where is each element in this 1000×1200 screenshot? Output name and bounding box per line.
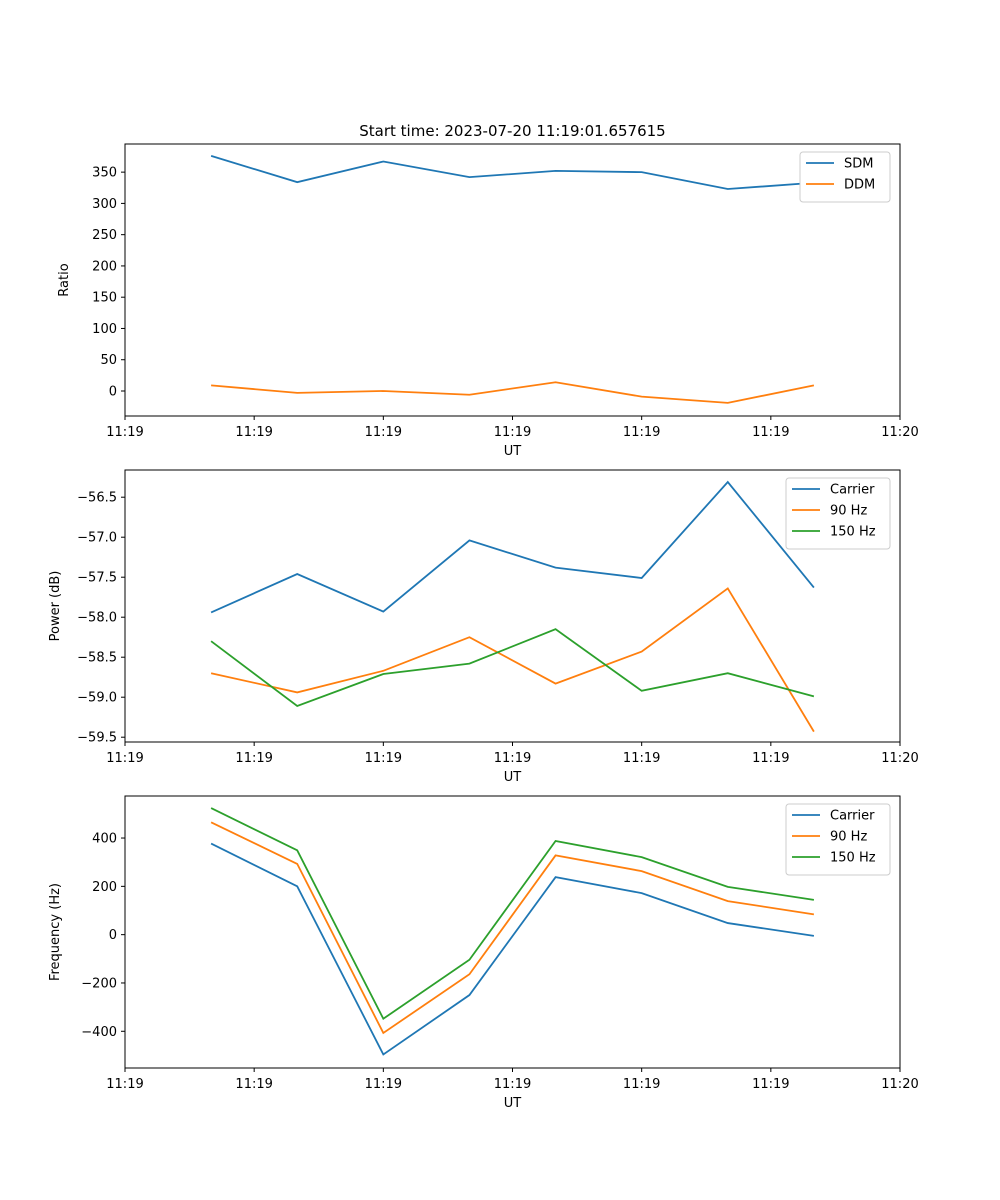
y-tick-label: 50: [100, 353, 117, 368]
y-tick-label: −400: [81, 1025, 117, 1040]
series-line-150-hz: [210, 628, 815, 708]
x-tick-label: 11:19: [623, 1077, 660, 1092]
x-tick-label: 11:19: [106, 751, 143, 766]
series-line-90-hz: [210, 821, 815, 1035]
y-tick-label: −57.5: [77, 571, 117, 586]
y-tick-label: −200: [81, 976, 117, 991]
x-tick-label: 11:19: [752, 425, 789, 440]
series-line-ddm: [211, 381, 815, 404]
x-tick-label: 11:19: [235, 1077, 272, 1092]
x-tick-label: 11:19: [235, 425, 272, 440]
x-tick-label: 11:20: [881, 425, 918, 440]
y-tick-label: 200: [92, 259, 117, 274]
y-tick-label: −59.5: [77, 731, 117, 746]
y-tick-label: −58.0: [77, 611, 117, 626]
y-tick-label: 300: [92, 197, 117, 212]
x-tick-label: 11:20: [881, 751, 918, 766]
x-axis-label: UT: [504, 770, 522, 785]
chart-panel-1: 11:19 11:19 11:19 11:19 11:19 11:19 11:20 0 50 10…: [57, 143, 919, 459]
series-line-90-hz: [210, 587, 815, 733]
y-tick-label: −58.5: [77, 651, 117, 666]
legend-label: 90 Hz: [830, 504, 867, 519]
legend-label: 150 Hz: [830, 525, 876, 540]
legend: Carrier 90 Hz 150 Hz: [785, 803, 891, 876]
legend-label: 150 Hz: [830, 851, 876, 866]
legend: Carrier 90 Hz 150 Hz: [785, 477, 891, 550]
figure-title: Start time: 2023-07-20 11:19:01.657615: [359, 122, 665, 140]
legend-label: Carrier: [830, 483, 875, 498]
x-axis-label: UT: [504, 444, 522, 459]
y-tick-label: 400: [92, 832, 117, 847]
x-tick-label: 11:19: [752, 751, 789, 766]
x-tick-label: 11:19: [365, 1077, 402, 1092]
legend-label: DDM: [844, 178, 875, 193]
y-tick-label: 0: [109, 928, 117, 943]
x-tick-label: 11:19: [752, 1077, 789, 1092]
legend-box: [799, 151, 891, 203]
x-tick-label: 11:19: [623, 425, 660, 440]
x-tick-label: 11:19: [494, 1077, 531, 1092]
y-tick-label: −56.5: [77, 491, 117, 506]
legend-label: Carrier: [830, 809, 875, 824]
x-tick-label: 11:19: [494, 425, 531, 440]
series-line-150-hz: [210, 807, 815, 1021]
chart-panel-3: 11:19 11:19 11:19 11:19 11:19 11:19 11:20 −400 −…: [48, 795, 919, 1111]
y-tick-label: −57.0: [77, 531, 117, 546]
legend: SDM DDM: [799, 151, 891, 203]
series-line-carrier: [210, 842, 815, 1056]
series-line-carrier: [210, 480, 815, 614]
x-tick-label: 11:19: [235, 751, 272, 766]
y-tick-label: 0: [109, 384, 117, 399]
legend-label: 90 Hz: [830, 830, 867, 845]
series-line-sdm: [210, 155, 814, 190]
x-tick-label: 11:20: [881, 1077, 918, 1092]
x-tick-label: 11:19: [365, 425, 402, 440]
x-tick-label: 11:19: [494, 751, 531, 766]
y-axis-label: Ratio: [57, 263, 72, 296]
y-tick-label: 150: [92, 291, 117, 306]
charts-container: 11:19 11:19 11:19 11:19 11:19 11:19 11:20 0 50 10…: [48, 143, 919, 1111]
legend-label: SDM: [844, 157, 873, 172]
y-tick-label: 350: [92, 166, 117, 181]
y-tick-label: 250: [92, 228, 117, 243]
x-tick-label: 11:19: [106, 1077, 143, 1092]
chart-panel-2: 11:19 11:19 11:19 11:19 11:19 11:19 11:20 −59.5…: [48, 469, 919, 785]
x-tick-label: 11:19: [106, 425, 143, 440]
x-tick-label: 11:19: [365, 751, 402, 766]
y-axis-label: Power (dB): [48, 571, 63, 642]
y-tick-label: −59.0: [77, 691, 117, 706]
y-tick-label: 100: [92, 322, 117, 337]
x-axis-label: UT: [504, 1096, 522, 1111]
y-tick-label: 200: [92, 880, 117, 895]
x-tick-label: 11:19: [623, 751, 660, 766]
y-axis-label: Frequency (Hz): [48, 883, 63, 981]
